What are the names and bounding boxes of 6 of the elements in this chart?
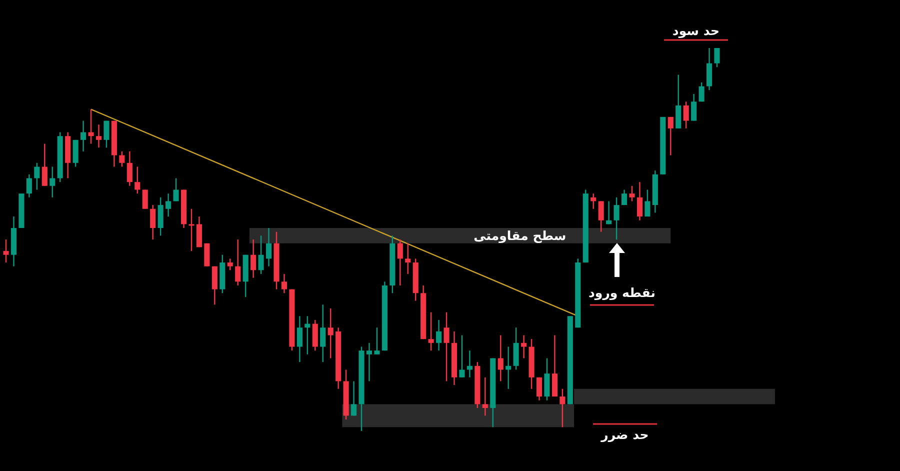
annotation: حد سود <box>664 23 728 41</box>
annotation: نقطه ورود <box>588 285 656 306</box>
annotation: حد ضرر <box>600 427 649 443</box>
annotation: حد ضرر <box>593 423 657 442</box>
band-label: سطح مقاومتی <box>474 228 566 244</box>
annotation: نقطه ورود <box>588 285 656 301</box>
